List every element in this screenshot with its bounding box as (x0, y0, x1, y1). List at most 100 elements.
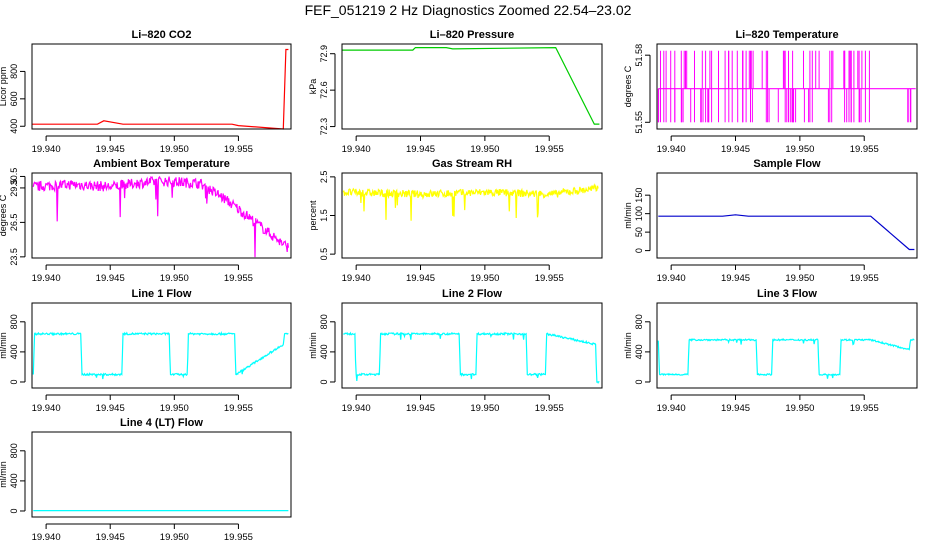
y-tick-label: 400 (9, 344, 19, 359)
x-tick-label: 19.945 (406, 403, 435, 414)
y-tick-label: 0 (319, 379, 329, 384)
x-tick-label: 19.950 (160, 532, 189, 540)
y-axis-label: ml/min (623, 332, 633, 359)
panel-6: Sample Flow 19.940 19.945 19.950 19.955 0 50 10… (623, 158, 918, 284)
panel-3: Li–820 Temperature 19.940 19.945 19.950 19.9… (623, 29, 918, 155)
x-tick-label: 19.945 (721, 144, 750, 155)
y-tick-label: 51.55 (634, 111, 644, 134)
y-tick-label: 72.9 (319, 45, 329, 63)
y-tick-label: 50 (634, 227, 644, 237)
y-tick-label: 72.6 (319, 81, 329, 99)
y-tick-label: 100 (634, 206, 644, 221)
x-tick-label: 19.950 (470, 144, 499, 155)
series-line (658, 214, 915, 251)
series-line (657, 337, 915, 379)
x-tick-label: 19.955 (535, 273, 564, 284)
x-tick-label: 19.940 (32, 403, 61, 414)
y-tick-label: 400 (319, 344, 329, 359)
y-tick-label: 150 (634, 188, 644, 203)
panel-9: Line 3 Flow 19.940 19.945 19.950 19.955 0 400 8… (623, 288, 918, 414)
plot-frame (656, 172, 918, 259)
plot-frame (341, 172, 603, 259)
x-tick-label: 19.940 (657, 144, 686, 155)
series-line (32, 331, 289, 380)
x-tick-label: 19.955 (535, 403, 564, 414)
y-axis-label: ml/min (0, 332, 8, 359)
x-tick-label: 19.945 (406, 273, 435, 284)
y-axis-label: ml/min (308, 332, 318, 359)
y-tick-label: 0 (9, 508, 19, 513)
y-tick-label: 72.3 (319, 118, 329, 136)
y-tick-label: 400 (9, 119, 19, 134)
x-tick-label: 19.955 (850, 273, 879, 284)
x-tick-label: 19.950 (785, 403, 814, 414)
y-axis-label: percent (308, 200, 318, 231)
y-tick-label: 29.5 (9, 179, 19, 197)
x-tick-label: 19.940 (32, 273, 61, 284)
x-tick-label: 19.955 (224, 532, 253, 540)
panel-title: Line 4 (LT) Flow (120, 417, 203, 429)
series-line (342, 183, 599, 221)
panel-title: Li–820 Pressure (430, 29, 514, 41)
panel-title: Sample Flow (753, 158, 821, 170)
x-tick-label: 19.955 (224, 273, 253, 284)
panel-2: Li–820 Pressure 19.940 19.945 19.950 19.955 7… (308, 29, 603, 155)
y-tick-label: 800 (9, 443, 19, 458)
plot-frame (31, 172, 292, 259)
y-tick-label: 0 (634, 379, 644, 384)
plot-frame (31, 302, 292, 389)
x-tick-label: 19.955 (850, 403, 879, 414)
x-tick-label: 19.955 (224, 144, 253, 155)
x-tick-label: 19.945 (721, 273, 750, 284)
y-tick-label: 0 (9, 379, 19, 384)
y-tick-label: 30.5 (9, 168, 19, 186)
x-tick-label: 19.945 (96, 403, 125, 414)
x-tick-label: 19.950 (160, 273, 189, 284)
plot-frame (341, 302, 603, 389)
y-tick-label: 400 (9, 473, 19, 488)
panel-title: Gas Stream RH (432, 158, 512, 170)
y-tick-label: 800 (9, 314, 19, 329)
x-tick-label: 19.940 (32, 532, 61, 540)
x-tick-label: 19.950 (785, 144, 814, 155)
x-tick-label: 19.945 (96, 532, 125, 540)
panel-5: Gas Stream RH 19.940 19.945 19.950 19.955 0.5… (308, 158, 603, 284)
y-tick-label: 800 (634, 314, 644, 329)
y-axis-label: degrees C (623, 65, 633, 107)
plot-frame (31, 43, 292, 130)
plot-frame (341, 43, 603, 130)
panel-title: Li–820 CO2 (132, 29, 192, 41)
series-line (32, 175, 289, 258)
x-tick-label: 19.950 (785, 273, 814, 284)
panel-title: Line 1 Flow (132, 288, 192, 300)
plot-frame (656, 43, 918, 130)
series-line (343, 331, 600, 384)
x-tick-label: 19.940 (342, 144, 371, 155)
y-tick-label: 1.5 (319, 209, 329, 222)
panel-title: Ambient Box Temperature (93, 158, 230, 170)
x-tick-label: 19.955 (850, 144, 879, 155)
x-tick-label: 19.940 (342, 273, 371, 284)
x-tick-label: 19.955 (224, 403, 253, 414)
main-title: FEF_051219 2 Hz Diagnostics Zoomed 22.54… (304, 2, 632, 18)
panel-8: Line 2 Flow 19.940 19.945 19.950 19.955 0 400 8… (308, 288, 603, 414)
series-line (32, 48, 289, 130)
x-tick-label: 19.950 (160, 403, 189, 414)
y-tick-label: 26.5 (9, 214, 19, 232)
panel-4: Ambient Box Temperature 19.940 19.945 19.95… (0, 158, 292, 284)
y-tick-label: 600 (9, 91, 19, 106)
panel-7: Line 1 Flow 19.940 19.945 19.950 19.955 0 400 8… (0, 288, 292, 414)
x-tick-label: 19.945 (406, 144, 435, 155)
x-tick-label: 19.950 (470, 403, 499, 414)
x-tick-label: 19.950 (160, 144, 189, 155)
plot-frame (656, 302, 918, 389)
y-tick-label: 51.58 (634, 44, 644, 67)
y-tick-label: 400 (634, 344, 644, 359)
panel-title: Line 3 Flow (757, 288, 817, 300)
panel-1: Li–820 CO2 19.940 19.945 19.950 19.955 400 600… (0, 29, 292, 155)
y-axis-label: ml/min (623, 202, 633, 229)
y-axis-label: ml/min (0, 461, 8, 488)
plot-frame (31, 431, 292, 518)
x-tick-label: 19.940 (657, 273, 686, 284)
